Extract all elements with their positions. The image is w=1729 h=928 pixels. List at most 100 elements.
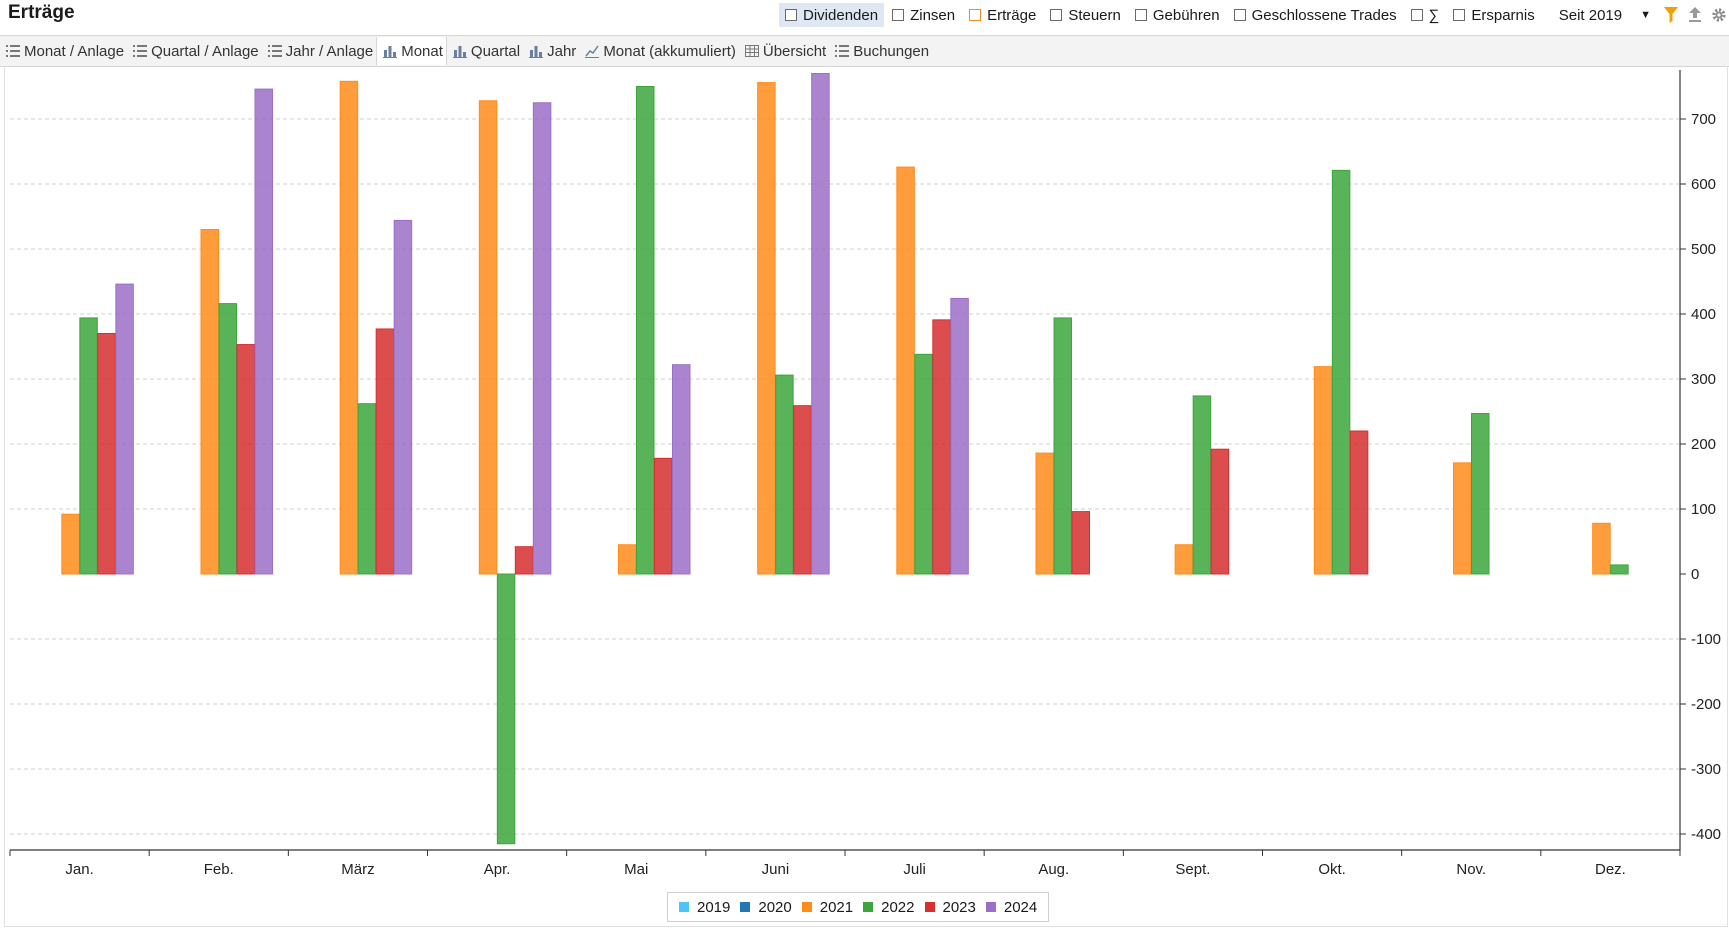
bar-2023-3 [375, 328, 395, 575]
bar-2021-4 [478, 100, 498, 575]
bar-2023-1 [97, 333, 116, 575]
legend-item[interactable]: 2022 [863, 898, 915, 916]
legend-item[interactable]: 2020 [740, 899, 792, 916]
bar-2021-6 [757, 82, 776, 575]
x-tick-label: Juli [903, 861, 926, 878]
bar-2021-8 [1035, 452, 1054, 575]
checkbox-icon [892, 9, 905, 21]
filter-dividenden[interactable]: Dividenden [779, 3, 885, 27]
bar-2022-3 [357, 403, 377, 575]
tab-jahr[interactable]: Jahr [523, 37, 579, 65]
tab-label: Quartal [470, 42, 521, 60]
legend-label: 2021 [819, 898, 854, 916]
tab-label: Monat / Anlage [24, 42, 125, 60]
filter-geschlossene-trades[interactable]: Geschlossene Trades [1228, 3, 1403, 27]
bar-2024-3 [393, 219, 413, 575]
bar-2021-3 [339, 80, 359, 575]
legend-item[interactable]: 2024 [985, 899, 1037, 916]
tab-label: Monat [401, 42, 443, 60]
legend-item[interactable]: 2023 [924, 898, 976, 916]
tab-label: Jahr [547, 42, 577, 60]
x-tick-label: Nov. [1456, 861, 1486, 878]
table-icon [744, 45, 759, 57]
bar-2021-7 [896, 166, 915, 575]
bar-2021-10 [1313, 366, 1333, 575]
tab-monat[interactable]: Monat [376, 37, 447, 65]
bar-chart-icon [383, 46, 398, 58]
y-tick-label: 700 [1691, 111, 1716, 128]
filter-ertraege[interactable]: Erträge [963, 3, 1042, 27]
tab-quartal[interactable]: Quartal [447, 37, 523, 65]
filter-ersparnis[interactable]: Ersparnis [1447, 3, 1540, 27]
filter-zinsen[interactable]: Zinsen [886, 3, 961, 27]
bar-2021-9 [1174, 544, 1194, 575]
tab-monat-akkumuliert[interactable]: Monat (akkumuliert) [579, 37, 739, 65]
bar-2023-5 [654, 457, 673, 575]
bar-2021-5 [618, 544, 637, 575]
legend-item[interactable]: 2019 [679, 899, 730, 916]
legend-label: 2023 [942, 898, 976, 916]
legend-swatch [740, 902, 751, 912]
tab-buchungen[interactable]: Buchungen [829, 37, 932, 65]
bar-2024-7 [950, 297, 969, 575]
filter-label: Ersparnis [1471, 6, 1535, 24]
legend-swatch [985, 902, 996, 912]
filter-label: Gebühren [1152, 6, 1220, 24]
filter-label: Zinsen [910, 6, 956, 24]
bar-2024-2 [254, 88, 273, 575]
x-tick-label: Mai [624, 861, 648, 878]
legend-label: 2022 [881, 898, 915, 916]
tab-label: Quartal / Anlage [151, 42, 259, 60]
settings-icon[interactable] [1709, 5, 1729, 25]
export-icon[interactable] [1685, 5, 1705, 25]
filter-icon[interactable] [1661, 5, 1681, 25]
bar-2023-6 [793, 405, 812, 575]
bar-2022-1 [79, 317, 98, 575]
tab-label: Buchungen [853, 42, 930, 60]
checkbox-icon [785, 9, 798, 21]
x-tick-label: Juni [762, 861, 790, 878]
bar-2022-6 [775, 374, 794, 575]
filter-steuern[interactable]: Steuern [1044, 3, 1127, 27]
filter-gebuehren[interactable]: Gebühren [1129, 3, 1226, 27]
tab-uebersicht[interactable]: Übersicht [739, 37, 829, 65]
y-tick-label: 0 [1691, 566, 1699, 583]
y-tick-label: -400 [1691, 826, 1721, 843]
bar-2023-10 [1349, 430, 1369, 575]
list-icon [6, 45, 20, 57]
period-select[interactable]: Seit 2019 ▼ [1553, 7, 1657, 24]
tab-jahr-anlage[interactable]: Jahr / Anlage [262, 37, 377, 65]
tab-monat-anlage[interactable]: Monat / Anlage [0, 37, 127, 65]
legend-item[interactable]: 2021 [801, 898, 854, 916]
x-tick-label: Apr. [484, 861, 511, 878]
x-tick-label: Dez. [1595, 861, 1626, 878]
period-select-value: Seit 2019 [1558, 6, 1623, 24]
bar-2022-4 [496, 573, 516, 845]
filter-sum[interactable]: ∑ [1405, 3, 1446, 27]
tab-quartal-anlage[interactable]: Quartal / Anlage [127, 37, 262, 65]
y-tick-label: 300 [1691, 371, 1716, 388]
tab-label: Übersicht [762, 42, 827, 60]
y-tick-label: -200 [1691, 696, 1721, 713]
page-title: Erträge [8, 2, 75, 23]
header-bar: Erträge Dividenden Zinsen Erträge Steuer… [0, 0, 1729, 32]
x-tick-label: Sept. [1175, 861, 1210, 878]
x-tick-label: Okt. [1318, 861, 1346, 878]
list-icon [267, 45, 282, 57]
bar-2023-9 [1210, 448, 1230, 575]
chart-legend: 2019 2020 2021 2022 2023 2024 [667, 892, 1050, 922]
bar-2021-2 [200, 229, 219, 575]
filter-label: ∑ [1428, 6, 1440, 24]
bar-2024-6 [811, 73, 830, 575]
bar-2022-7 [914, 353, 933, 575]
bar-2024-5 [672, 364, 691, 575]
bar-2021-11 [1453, 462, 1472, 575]
y-tick-label: -300 [1691, 761, 1721, 778]
tab-label: Monat (akkumuliert) [603, 42, 736, 60]
y-tick-label: 200 [1691, 436, 1716, 453]
x-tick-label: Feb. [204, 861, 234, 878]
legend-swatch [801, 902, 812, 912]
y-tick-label: -100 [1691, 631, 1721, 648]
chart-area [4, 66, 1728, 927]
